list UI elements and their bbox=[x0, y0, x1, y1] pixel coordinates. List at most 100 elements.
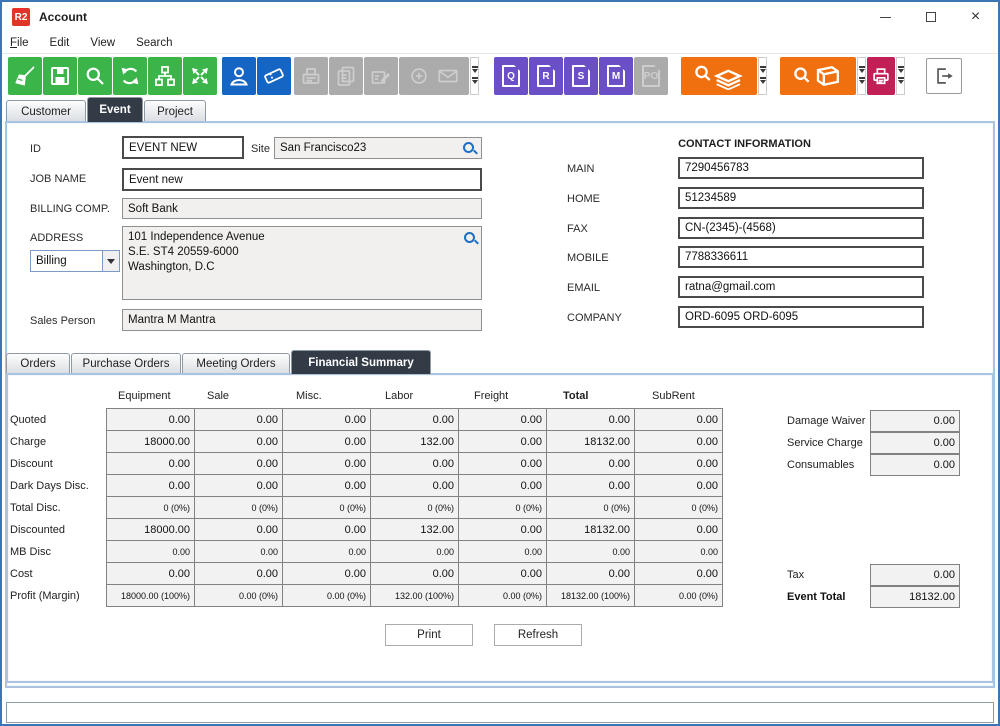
table-cell: 0.00 bbox=[458, 452, 547, 475]
column-header: Labor bbox=[385, 390, 414, 402]
table-cell: 18132.00 bbox=[546, 430, 635, 453]
event-total-label: Event Total bbox=[787, 591, 846, 603]
table-cell: 0.00 bbox=[458, 474, 547, 497]
tab-project[interactable]: Project bbox=[144, 100, 206, 122]
toolbar-search-item-button[interactable] bbox=[780, 57, 856, 95]
toolbar-quote-doc-button[interactable]: Q bbox=[494, 57, 528, 95]
table-cell: 0 (0%) bbox=[546, 496, 635, 519]
toolbar-hierarchy-button[interactable] bbox=[148, 57, 182, 95]
event-total-row: Event Total 18132.00 bbox=[787, 585, 960, 608]
event-total-value: 18132.00 bbox=[870, 585, 960, 608]
copy-icon bbox=[337, 66, 355, 86]
close-button[interactable]: × bbox=[953, 2, 998, 32]
address-search-icon[interactable] bbox=[463, 231, 477, 245]
sales-person-input[interactable]: Mantra M Mantra bbox=[122, 309, 482, 331]
toolbar-r-doc-button[interactable]: R bbox=[529, 57, 563, 95]
table-cell: 0.00 bbox=[370, 562, 459, 585]
main-phone-input[interactable]: 7290456783 bbox=[678, 157, 924, 179]
toolbar-search-stock-button[interactable] bbox=[681, 57, 757, 95]
menu-file[interactable]: File bbox=[10, 36, 29, 49]
table-cell: 0.00 bbox=[370, 540, 459, 563]
main-label: MAIN bbox=[567, 163, 595, 175]
title-bar[interactable]: R2 Account × bbox=[2, 2, 998, 32]
doc-r-icon: R bbox=[537, 65, 555, 87]
toolbar-exit-button[interactable] bbox=[926, 58, 962, 94]
toolbar-refresh-button[interactable] bbox=[113, 57, 147, 95]
chevron-down-icon bbox=[107, 258, 115, 264]
menu-view[interactable]: View bbox=[90, 36, 116, 49]
toolbar-search-stock-dropdown[interactable] bbox=[758, 57, 767, 95]
toolbar-expand-button[interactable] bbox=[183, 57, 217, 95]
doc-po-icon: PO bbox=[642, 65, 660, 87]
site-input[interactable]: San Francisco23 bbox=[274, 137, 482, 159]
toolbar-register-button-disabled bbox=[294, 57, 328, 95]
address-type-dropdown-button[interactable] bbox=[102, 251, 119, 271]
service-charge-row: Service Charge 0.00 bbox=[787, 431, 960, 454]
subtab-orders[interactable]: Orders bbox=[6, 353, 70, 374]
mobile-input[interactable]: 7788336611 bbox=[678, 246, 924, 268]
table-cell: 0.00 bbox=[458, 430, 547, 453]
search-box-icon bbox=[794, 66, 839, 86]
minimize-button[interactable] bbox=[863, 2, 908, 32]
menu-search[interactable]: Search bbox=[136, 36, 173, 49]
id-input[interactable]: EVENT NEW bbox=[122, 136, 244, 159]
table-cell: 0.00 bbox=[194, 562, 283, 585]
home-phone-input[interactable]: 51234589 bbox=[678, 187, 924, 209]
toolbar-search-item-dropdown[interactable] bbox=[857, 57, 866, 95]
address-textarea[interactable]: 101 Independence Avenue S.E. ST4 20559-6… bbox=[122, 226, 482, 300]
toolbar-print-button[interactable] bbox=[867, 57, 895, 95]
table-cell: 18000.00 bbox=[106, 430, 195, 453]
table-cell: 0.00 bbox=[194, 408, 283, 431]
tab-event[interactable]: Event bbox=[87, 97, 143, 122]
address-type-select[interactable]: Billing bbox=[30, 250, 120, 272]
menu-edit[interactable]: Edit bbox=[49, 36, 70, 49]
toolbar-customer-button[interactable] bbox=[222, 57, 256, 95]
table-cell: 0.00 bbox=[282, 430, 371, 453]
maximize-button[interactable] bbox=[908, 2, 953, 32]
refresh-button[interactable]: Refresh bbox=[494, 624, 582, 646]
tab-customer[interactable]: Customer bbox=[6, 100, 86, 122]
table-row: MB Disc 0.00 0.00 0.00 0.00 0.00 0.00 0.00 bbox=[10, 540, 723, 563]
subtab-meeting-orders[interactable]: Meeting Orders bbox=[182, 353, 290, 374]
row-label: Profit (Margin) bbox=[10, 590, 80, 602]
plus-circle-icon bbox=[411, 68, 427, 84]
toolbar-save-button[interactable] bbox=[43, 57, 77, 95]
financial-table: Quoted 0.00 0.00 0.00 0.00 0.00 0.00 0.00 Charge… bbox=[10, 408, 723, 607]
sign-edit-icon bbox=[371, 71, 390, 84]
toolbar-po-doc-button-disabled: PO bbox=[634, 57, 668, 95]
column-header: Misc. bbox=[296, 390, 322, 402]
column-header: Total bbox=[563, 390, 589, 402]
subtab-purchase-orders[interactable]: Purchase Orders bbox=[71, 353, 181, 374]
toolbar-ticket-button[interactable] bbox=[257, 57, 291, 95]
toolbar-clear-button[interactable] bbox=[8, 57, 42, 95]
billing-comp-input[interactable]: Soft Bank bbox=[122, 198, 482, 219]
table-cell: 18000.00 (100%) bbox=[106, 584, 195, 607]
toolbar-s-doc-button[interactable]: S bbox=[564, 57, 598, 95]
tax-value: 0.00 bbox=[870, 563, 960, 586]
table-cell: 132.00 (100%) bbox=[370, 584, 459, 607]
company-input[interactable]: ORD-6095 ORD-6095 bbox=[678, 306, 924, 328]
table-cell: 0.00 bbox=[282, 540, 371, 563]
row-label: Discounted bbox=[10, 524, 66, 536]
toolbar-m-doc-button[interactable]: M bbox=[599, 57, 633, 95]
site-search-icon[interactable] bbox=[462, 141, 476, 155]
column-header: Sale bbox=[207, 390, 230, 402]
job-name-input[interactable]: Event new bbox=[122, 168, 482, 191]
email-input[interactable]: ratna@gmail.com bbox=[678, 276, 924, 298]
print-button[interactable]: Print bbox=[385, 624, 473, 646]
table-cell: 0.00 bbox=[634, 430, 723, 453]
ticket-icon bbox=[264, 68, 284, 84]
toolbar-search-button[interactable] bbox=[78, 57, 112, 95]
fax-input[interactable]: CN-(2345)-(4568) bbox=[678, 217, 924, 239]
damage-waiver-label: Damage Waiver bbox=[787, 415, 866, 427]
table-cell: 0.00 bbox=[282, 518, 371, 541]
subtab-financial-summary[interactable]: Financial Summary bbox=[291, 350, 431, 374]
toolbar-mail-dropdown[interactable] bbox=[470, 57, 479, 95]
table-cell: 0.00 (0%) bbox=[634, 584, 723, 607]
toolbar-print-dropdown[interactable] bbox=[896, 57, 905, 95]
row-label: Charge bbox=[10, 436, 47, 448]
broom-icon bbox=[15, 66, 35, 86]
column-header: SubRent bbox=[652, 390, 695, 402]
table-cell: 0.00 bbox=[370, 408, 459, 431]
app-logo: R2 bbox=[12, 8, 30, 26]
